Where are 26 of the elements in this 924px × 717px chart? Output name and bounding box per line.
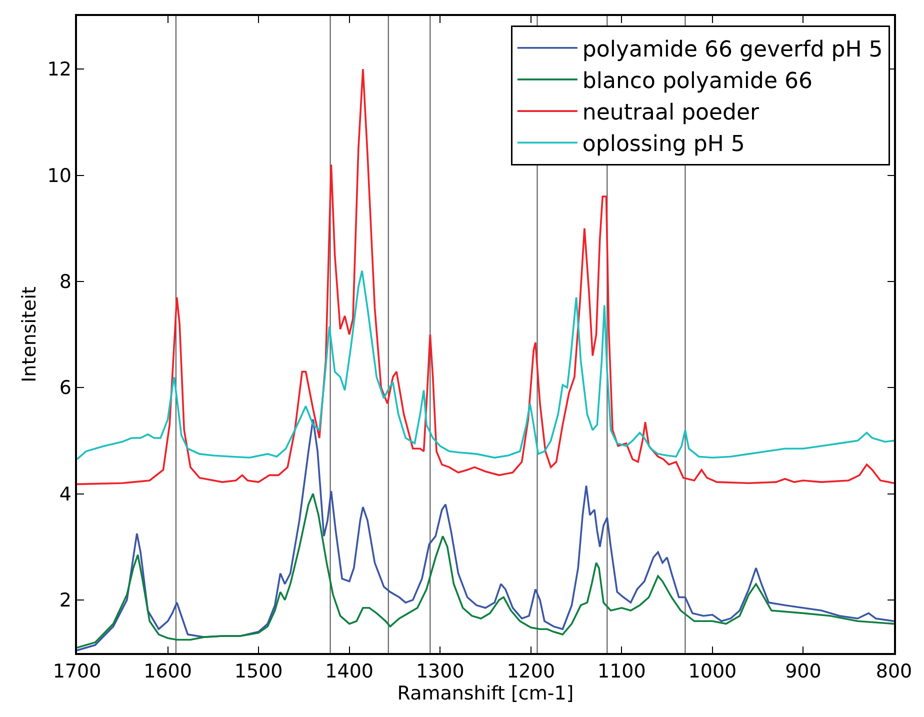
x-tick-label: 900	[785, 660, 822, 683]
x-axis-title: Ramanshift [cm-1]	[397, 682, 574, 705]
y-tick-label: 4	[59, 483, 72, 506]
y-tick-label: 10	[47, 164, 72, 187]
y-axis-title: Intensiteit	[18, 286, 41, 382]
x-tick-label: 1200	[506, 660, 556, 683]
y-tick-label: 12	[47, 58, 72, 81]
line-series	[77, 492, 894, 649]
line-series	[77, 418, 894, 652]
legend-label: oplossing pH 5	[582, 132, 745, 158]
line-series	[77, 270, 894, 460]
legend-label: neutraal poeder	[582, 100, 760, 126]
x-tick-label: 1400	[325, 660, 374, 683]
x-tick-label: 1000	[688, 660, 737, 683]
y-tick-label: 6	[59, 377, 72, 400]
y-tick-label: 8	[59, 271, 72, 294]
x-tick-label: 1600	[144, 660, 192, 683]
x-tick-label: 1100	[597, 660, 646, 683]
y-tick-label: 2	[59, 590, 72, 612]
line-series	[77, 68, 894, 486]
x-tick-label: 1300	[416, 660, 464, 683]
x-tick-label: 1700	[52, 660, 102, 683]
x-tick-label: 1500	[234, 660, 283, 683]
x-tick-label: 800	[876, 660, 912, 683]
legend-label: blanco polyamide 66	[582, 69, 813, 94]
legend-label: polyamide 66 geverfd pH 5	[582, 37, 883, 62]
